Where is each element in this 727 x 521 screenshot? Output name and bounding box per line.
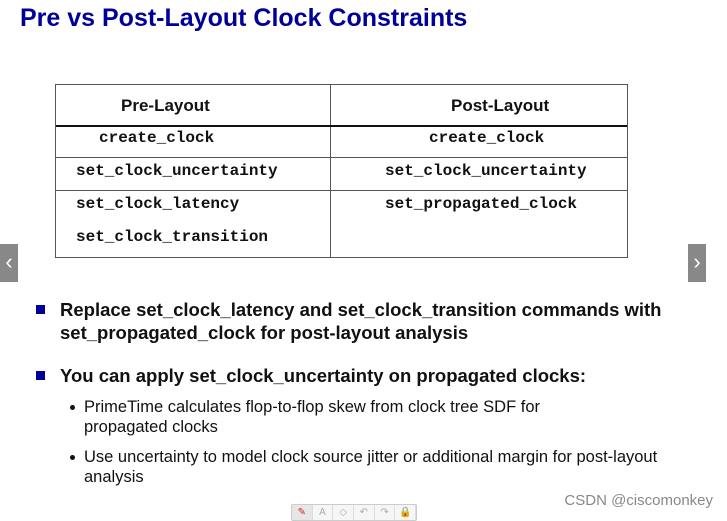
text-icon[interactable]: A xyxy=(313,505,334,520)
sub-bullet-item: PrimeTime calculates flop-to-flop skew f… xyxy=(70,397,610,437)
header-pre-layout: Pre-Layout xyxy=(121,96,210,115)
cell-pre: create_clock xyxy=(99,129,215,147)
redo-icon[interactable]: ↷ xyxy=(375,505,396,520)
cell-pre: set_clock_uncertainty xyxy=(76,162,278,180)
lock-icon[interactable]: 🔒 xyxy=(395,505,417,520)
pen-icon[interactable]: ✎ xyxy=(292,505,313,520)
row-divider xyxy=(56,190,627,191)
undo-icon[interactable]: ↶ xyxy=(354,505,375,520)
prev-slide-button[interactable]: ‹ xyxy=(0,244,18,282)
slide-title: Pre vs Post-Layout Clock Constraints xyxy=(20,4,468,32)
header-post-layout: Post-Layout xyxy=(451,96,550,115)
cell-pre: set_clock_latency xyxy=(76,195,240,213)
bullet-item: Replace set_clock_latency and set_clock_… xyxy=(36,298,686,344)
eraser-icon[interactable]: ◇ xyxy=(333,505,355,520)
square-bullet-icon xyxy=(36,305,45,314)
column-divider xyxy=(330,85,331,257)
annotation-toolbar: ✎ A ◇ ↶ ↷ 🔒 xyxy=(291,504,417,521)
cell-post: set_propagated_clock xyxy=(385,195,578,213)
row-divider xyxy=(56,157,627,158)
dot-bullet-icon xyxy=(70,455,75,460)
square-bullet-icon xyxy=(36,371,45,380)
cell-post: create_clock xyxy=(429,129,545,147)
watermark: CSDN @ciscomonkey xyxy=(564,492,713,509)
dot-bullet-icon xyxy=(70,405,75,410)
sub-bullet-item: Use uncertainty to model clock source ji… xyxy=(70,447,680,487)
bullet-item: You can apply set_clock_uncertainty on p… xyxy=(36,364,686,387)
next-slide-button[interactable]: › xyxy=(688,244,706,282)
cell-pre: set_clock_transition xyxy=(76,228,269,246)
header-divider xyxy=(56,125,627,127)
cell-post: set_clock_uncertainty xyxy=(385,162,587,180)
constraints-table: Pre-Layout Post-Layout create_clock crea… xyxy=(55,84,628,258)
